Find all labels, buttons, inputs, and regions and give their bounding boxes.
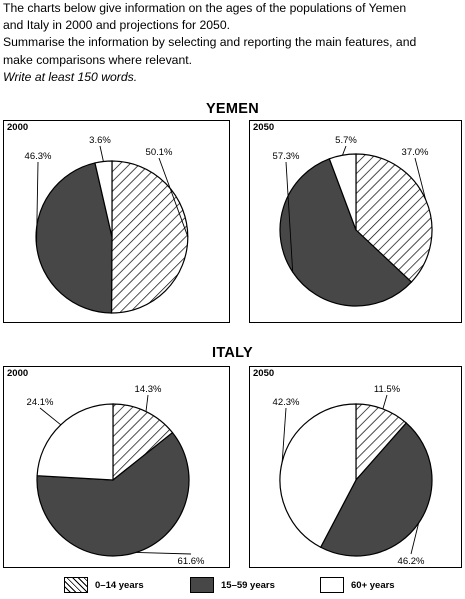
pie-slice-15-59 [319, 422, 433, 557]
legend-label: 15–59 years [221, 579, 275, 591]
country-title-yemen: YEMEN [205, 101, 260, 117]
task-prompt: The charts below give information on the… [3, 0, 463, 86]
leader-line [158, 157, 189, 238]
pie-chart-svg: 37.0% 57.3% 5.7% [273, 135, 433, 307]
legend-swatch-dark [190, 577, 214, 593]
slice-label-15-59: 46.3% [25, 151, 52, 162]
panel-year: 2000 [7, 368, 29, 379]
panel-year: 2050 [253, 368, 275, 379]
leader-line [285, 161, 294, 273]
pie-chart-svg: 11.5% 46.2% 42.3% [273, 384, 433, 567]
slice-label-0-14: 14.3% [135, 384, 162, 395]
pie-slice-15-59 [36, 431, 190, 557]
slice-label-0-14: 50.1% [146, 147, 173, 158]
pie-panel-yemen-2000: 2000 50.1% 46.3% 3.6% [3, 120, 230, 323]
slice-label-0-14: 11.5% [374, 384, 401, 395]
prompt-instruction: Write at least 150 words. [3, 69, 138, 84]
panel-year: 2050 [253, 122, 275, 133]
legend-swatch-hatched [64, 577, 88, 593]
leader-line [36, 161, 39, 246]
legend-label: 0–14 years [95, 579, 144, 591]
leader-line [99, 145, 104, 162]
leader-line [39, 407, 62, 426]
pie-panel-italy-2000: 2000 14.3% 61.6% 24.1% [3, 366, 230, 568]
slice-label-60-plus: 42.3% [273, 397, 300, 408]
prompt-line: Summarise the information by selecting a… [3, 35, 417, 50]
country-title-italy: ITALY [212, 345, 253, 361]
leader-line [414, 157, 427, 200]
slice-label-0-14: 37.0% [402, 147, 429, 158]
legend-label: 60+ years [351, 579, 395, 591]
leader-line [135, 551, 192, 555]
legend-item-60-plus: 60+ years [320, 575, 395, 595]
slice-label-60-plus: 5.7% [335, 135, 357, 146]
prompt-line: The charts below give information on the… [3, 1, 407, 15]
slice-label-15-59: 57.3% [273, 151, 300, 162]
legend-item-0-14: 0–14 years [64, 575, 144, 595]
leader-line [281, 407, 287, 462]
leader-line [145, 394, 149, 412]
pie-slice-0-14 [110, 160, 189, 314]
prompt-line: and Italy in 2000 and projections for 20… [3, 18, 230, 33]
leader-line [382, 394, 388, 410]
slice-label-15-59: 61.6% [178, 556, 205, 567]
legend-item-15-59: 15–59 years [190, 575, 275, 595]
pie-chart-svg: 50.1% 46.3% 3.6% [25, 135, 189, 314]
legend-swatch-white [320, 577, 344, 593]
pie-slice-15-59 [35, 162, 113, 314]
pie-slice-0-14 [112, 403, 174, 482]
pie-panel-yemen-2050: 2050 37.0% 57.3% 5.7% [249, 120, 462, 323]
slice-label-60-plus: 3.6% [89, 135, 111, 146]
leader-line [410, 522, 420, 555]
pie-panel-italy-2050: 2050 11.5% 46.2% 42.3% [249, 366, 462, 568]
prompt-line: make comparisons where relevant. [3, 52, 192, 67]
legend: 0–14 years 15–59 years 60+ years [0, 575, 465, 595]
slice-label-60-plus: 24.1% [27, 397, 54, 408]
pie-slice-15-59 [279, 158, 413, 307]
panel-year: 2000 [7, 122, 29, 133]
pie-chart-svg: 14.3% 61.6% 24.1% [27, 384, 205, 567]
pie-slice-0-14 [355, 153, 433, 283]
slice-label-15-59: 46.2% [398, 556, 425, 567]
pie-slice-60-plus [328, 153, 357, 231]
leader-line [342, 145, 347, 156]
